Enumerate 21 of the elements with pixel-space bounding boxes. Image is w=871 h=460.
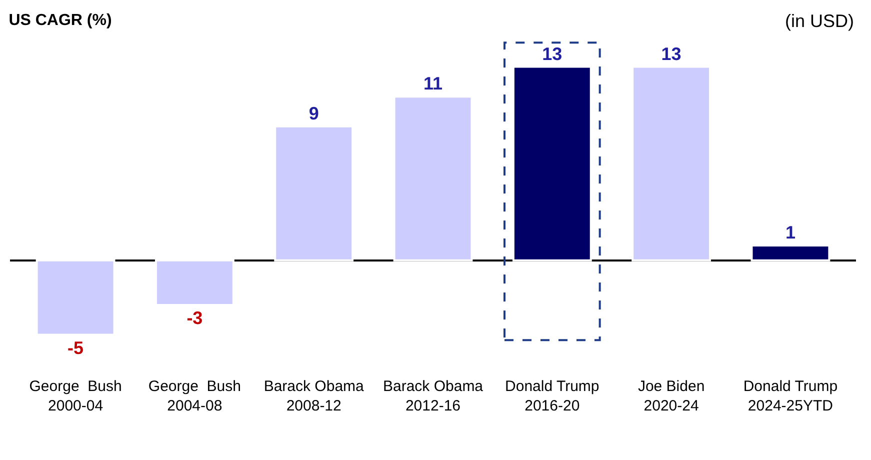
x-tick-label: Barack Obama 2012-16 bbox=[382, 378, 484, 414]
x-tick-label: Donald Trump 2024-25YTD bbox=[743, 378, 838, 414]
bar bbox=[632, 66, 712, 262]
x-tick-label: Barack Obama 2008-12 bbox=[264, 378, 365, 414]
data-label: 13 bbox=[661, 44, 682, 64]
data-label: 11 bbox=[423, 74, 443, 94]
bar bbox=[512, 66, 592, 262]
bar bbox=[274, 125, 354, 262]
data-label: -5 bbox=[68, 338, 84, 358]
data-label: -3 bbox=[186, 308, 203, 328]
bar bbox=[393, 96, 473, 262]
data-label: 13 bbox=[542, 44, 562, 64]
x-tick-label: Joe Biden 2020-24 bbox=[638, 378, 705, 414]
x-tick-label: George Bush 2004-08 bbox=[148, 378, 241, 414]
chart-title: US CAGR (%) bbox=[8, 12, 112, 29]
x-tick-label: George Bush 2000-04 bbox=[29, 378, 122, 414]
text: (in USD) bbox=[785, 11, 854, 31]
data-label: 9 bbox=[308, 103, 319, 124]
bar bbox=[36, 259, 116, 336]
data-label: 1 bbox=[785, 222, 796, 242]
x-tick-label: Donald Trump 2016-20 bbox=[505, 378, 600, 414]
